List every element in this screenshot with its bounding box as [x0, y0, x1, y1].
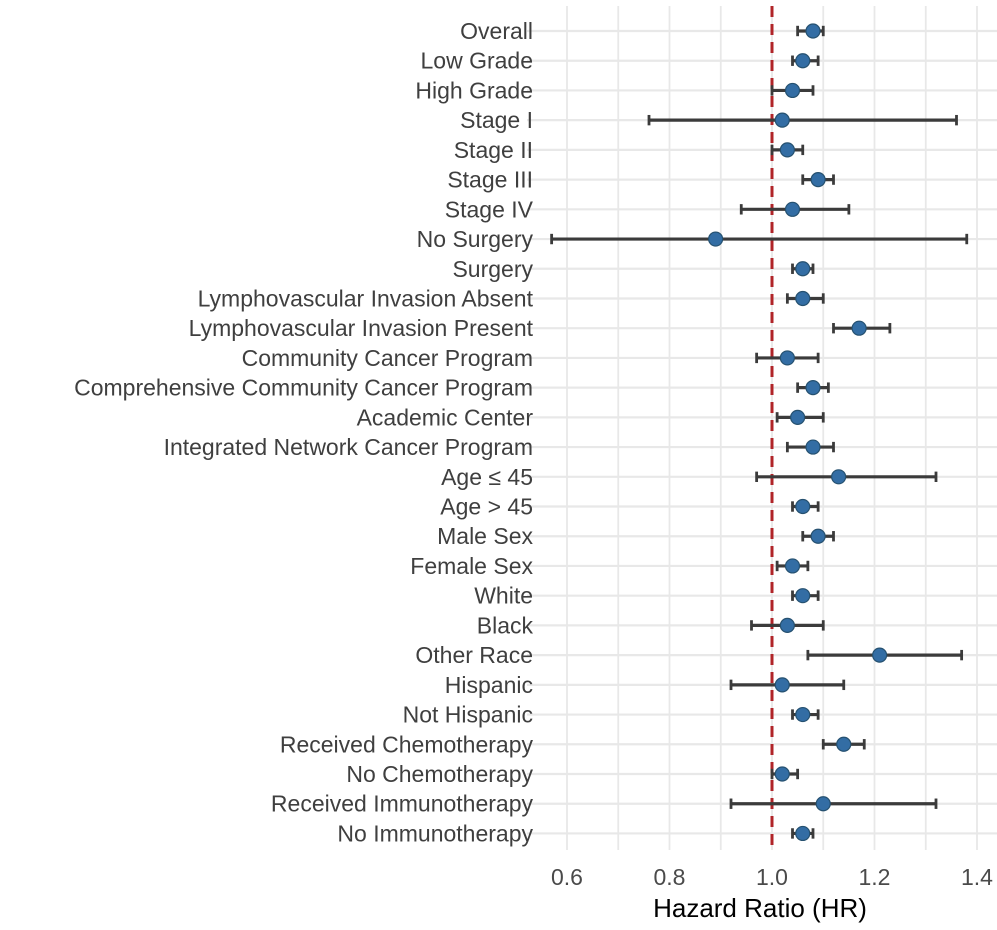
forest-row: Overall	[460, 18, 825, 44]
forest-row: Stage I	[460, 107, 958, 133]
point-estimate	[708, 231, 724, 247]
point-estimate	[784, 558, 801, 574]
forest-row: Not Hispanic	[403, 702, 820, 728]
forest-row: Stage III	[447, 167, 835, 193]
forest-row: Lymphovascular Invasion Absent	[198, 285, 825, 311]
category-label: Age ≤ 45	[441, 464, 533, 490]
forest-row: Lymphovascular Invasion Present	[189, 315, 892, 341]
point-estimate	[795, 706, 811, 723]
forest-row: Other Race	[415, 642, 964, 668]
category-label: Community Cancer Program	[242, 345, 533, 371]
point-estimate	[779, 617, 795, 634]
forest-row: Received Immunotherapy	[271, 791, 938, 817]
category-label: Academic Center	[357, 404, 534, 430]
point-estimate	[815, 796, 831, 812]
x-tick-label: 0.6	[551, 864, 583, 890]
category-label: White	[474, 583, 533, 609]
forest-row: Stage II	[454, 137, 805, 163]
forest-row: No Immunotherapy	[337, 820, 815, 846]
category-label: No Chemotherapy	[346, 761, 533, 787]
x-tick-label: 0.8	[654, 864, 686, 890]
category-label: Integrated Network Cancer Program	[164, 434, 533, 460]
forest-row: Received Chemotherapy	[280, 731, 866, 757]
point-estimate	[774, 677, 790, 693]
category-label: Low Grade	[420, 48, 533, 74]
forest-row: Community Cancer Program	[242, 345, 820, 371]
category-label: Hispanic	[445, 672, 533, 698]
category-label: High Grade	[415, 77, 533, 103]
forest-row: Comprehensive Community Cancer Program	[74, 375, 830, 401]
category-label: Stage II	[454, 137, 533, 163]
category-label: Black	[477, 612, 534, 638]
forest-row: Surgery	[452, 256, 815, 282]
category-label: Not Hispanic	[403, 702, 533, 728]
forest-row: Low Grade	[420, 48, 820, 74]
point-estimate	[795, 588, 811, 604]
point-estimate	[774, 112, 790, 128]
point-estimate	[790, 409, 806, 425]
point-estimate	[779, 350, 795, 366]
forest-row: High Grade	[415, 77, 815, 103]
category-label: Comprehensive Community Cancer Program	[74, 375, 533, 401]
forest-row: Black	[477, 612, 825, 638]
category-label: Lymphovascular Invasion Present	[189, 315, 534, 341]
point-estimate	[795, 825, 811, 842]
point-estimate	[831, 469, 847, 485]
x-axis-tick-labels: 0.6 0.8 1.0 1.2 1.4	[551, 864, 993, 890]
category-label: Age > 45	[440, 494, 533, 520]
category-label: Received Chemotherapy	[280, 731, 534, 757]
forest-row: Integrated Network Cancer Program	[164, 434, 835, 460]
category-label: Surgery	[452, 256, 533, 282]
point-estimate	[795, 498, 811, 515]
x-tick-label: 1.4	[961, 864, 993, 890]
point-estimate	[795, 261, 811, 277]
point-estimate	[872, 647, 888, 663]
category-label: Stage IV	[445, 196, 534, 222]
category-label: No Surgery	[417, 226, 534, 252]
forest-rows: Overall Low Grade High Grade Stage I Stage I…	[74, 18, 969, 846]
category-label: Received Immunotherapy	[271, 791, 534, 817]
point-estimate	[836, 736, 852, 752]
category-label: Female Sex	[410, 553, 533, 579]
forest-row: Academic Center	[357, 404, 825, 430]
point-estimate	[774, 766, 790, 782]
point-estimate	[779, 142, 795, 158]
point-estimate	[810, 172, 826, 188]
point-estimate	[851, 320, 867, 336]
forest-row: No Chemotherapy	[346, 761, 800, 787]
point-estimate	[795, 290, 811, 307]
forest-row: Age ≤ 45	[441, 464, 938, 490]
category-label: No Immunotherapy	[337, 820, 533, 846]
point-estimate	[784, 82, 801, 99]
forest-row: Female Sex	[410, 553, 810, 579]
category-label: Overall	[460, 18, 533, 44]
forest-row: Stage IV	[445, 196, 851, 222]
point-estimate	[805, 23, 821, 39]
x-tick-label: 1.0	[756, 864, 788, 890]
x-axis-title: Hazard Ratio (HR)	[653, 893, 867, 923]
point-estimate	[784, 201, 801, 217]
point-estimate	[805, 439, 821, 455]
forest-row: Hispanic	[445, 672, 846, 698]
x-tick-label: 1.2	[859, 864, 891, 890]
point-estimate	[795, 53, 811, 69]
point-estimate	[810, 528, 826, 544]
category-label: Stage I	[460, 107, 533, 133]
category-label: Other Race	[415, 642, 533, 668]
point-estimate	[805, 380, 821, 396]
forest-row: White	[474, 583, 820, 609]
category-label: Male Sex	[437, 523, 533, 549]
category-label: Stage III	[447, 167, 533, 193]
category-label: Lymphovascular Invasion Absent	[198, 285, 534, 311]
forest-row: No Surgery	[417, 226, 969, 252]
forest-row: Age > 45	[440, 494, 820, 520]
forest-row: Male Sex	[437, 523, 835, 549]
